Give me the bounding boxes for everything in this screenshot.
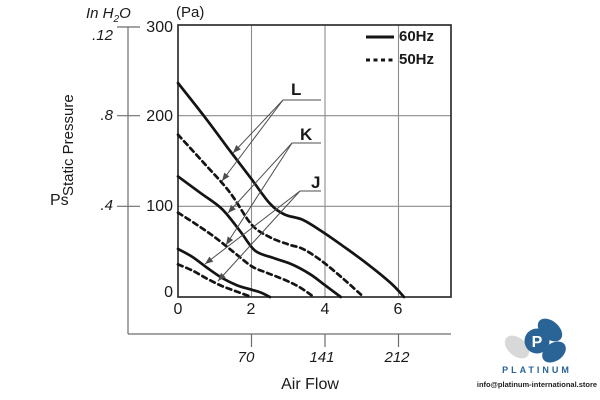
curve-K-50hz — [176, 211, 316, 299]
curve-L-60hz — [176, 81, 406, 299]
leader-line — [217, 190, 301, 282]
curve-label-K: K — [300, 125, 313, 144]
x-tick-4: 4 — [320, 301, 330, 318]
inh2o-tick-12: .12 — [92, 27, 113, 44]
inh2o-pre: In H — [86, 5, 114, 22]
curve-J-60hz — [176, 247, 272, 299]
pa-tick-300: 300 — [146, 19, 173, 36]
x-tick-0: 0 — [173, 301, 183, 318]
curve-label-J: J — [311, 173, 321, 192]
arrowhead-L-solid-icon — [233, 144, 241, 153]
inh2o-unit-label: In H2O — [86, 5, 131, 25]
leader-line — [204, 190, 301, 265]
legend-label-60hz: 60Hz — [399, 28, 435, 45]
watermark-email: info@platinum-international.store — [476, 380, 598, 389]
arrowhead-L-dashed-icon — [222, 172, 230, 181]
leader-line — [225, 142, 293, 246]
curve-J-50hz — [176, 263, 253, 299]
cfm-tick-141: 141 — [309, 349, 335, 366]
leader-line — [227, 142, 293, 214]
y-axis-title: Static Pressure — [60, 94, 77, 196]
x-tick-6: 6 — [393, 301, 403, 318]
cfm-tick-212: 212 — [384, 349, 410, 366]
plot-frame — [177, 24, 452, 298]
curve-label-L: L — [291, 80, 302, 99]
arrowhead-J-solid-icon — [205, 256, 214, 264]
curve-L-50hz — [176, 133, 365, 299]
arrowhead-K-solid-icon — [228, 204, 236, 213]
platinum-logo-icon — [504, 335, 530, 359]
inh2o-sub: 2 — [113, 14, 120, 25]
x-axis-title: Air Flow — [281, 376, 339, 393]
y-axis-symbol: Ps — [50, 192, 69, 209]
inh2o-post: O — [119, 5, 131, 22]
inh2o-tick-4: .4 — [100, 197, 113, 214]
pa-unit-label: (Pa) — [176, 4, 205, 21]
arrowhead-J-dashed-icon — [218, 272, 226, 281]
watermark-brand: PLATINUM — [502, 365, 572, 375]
platinum-logo-icon — [524, 328, 550, 354]
leader-line — [232, 99, 284, 154]
platinum-logo-letter: P — [532, 334, 543, 351]
pa-tick-200: 200 — [146, 108, 173, 125]
curve-K-60hz — [176, 175, 343, 299]
pa-tick-100: 100 — [146, 198, 173, 215]
legend-label-50hz: 50Hz — [399, 51, 435, 68]
arrowhead-K-dashed-icon — [226, 236, 234, 245]
x-tick-2: 2 — [246, 301, 256, 318]
leader-line — [221, 99, 284, 182]
pa-tick-0: 0 — [164, 284, 173, 301]
cfm-tick-70: 70 — [237, 349, 255, 366]
inh2o-tick-8: .8 — [100, 107, 113, 124]
